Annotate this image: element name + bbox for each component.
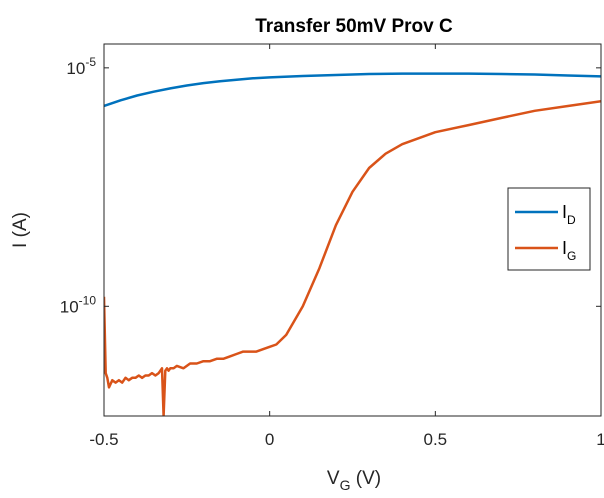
series-line-g	[104, 99, 601, 416]
legend-box	[507, 187, 591, 271]
legend-label-g: IG	[562, 238, 576, 263]
series-layer	[104, 72, 601, 416]
legend: ID IG	[507, 187, 591, 271]
x-axis: -0.5 0 0.5 1	[89, 44, 604, 449]
y-axis-label: I (A)	[10, 212, 31, 248]
series-line-d	[104, 72, 601, 108]
y-tick-label: 10-5	[66, 55, 96, 78]
x-axis-label: VG (V)	[327, 468, 381, 493]
chart-title: Transfer 50mV Prov C	[255, 16, 453, 37]
x-tick-label: 0.5	[424, 430, 448, 449]
plot-area-frame	[103, 43, 602, 417]
y-tick-label: 10-10	[60, 293, 97, 316]
legend-label-d: ID	[562, 202, 576, 227]
x-tick-label: 1	[596, 430, 604, 449]
y-axis: 10-5 10-10	[60, 55, 601, 316]
x-tick-label: 0	[265, 430, 274, 449]
x-tick-label: -0.5	[89, 430, 118, 449]
